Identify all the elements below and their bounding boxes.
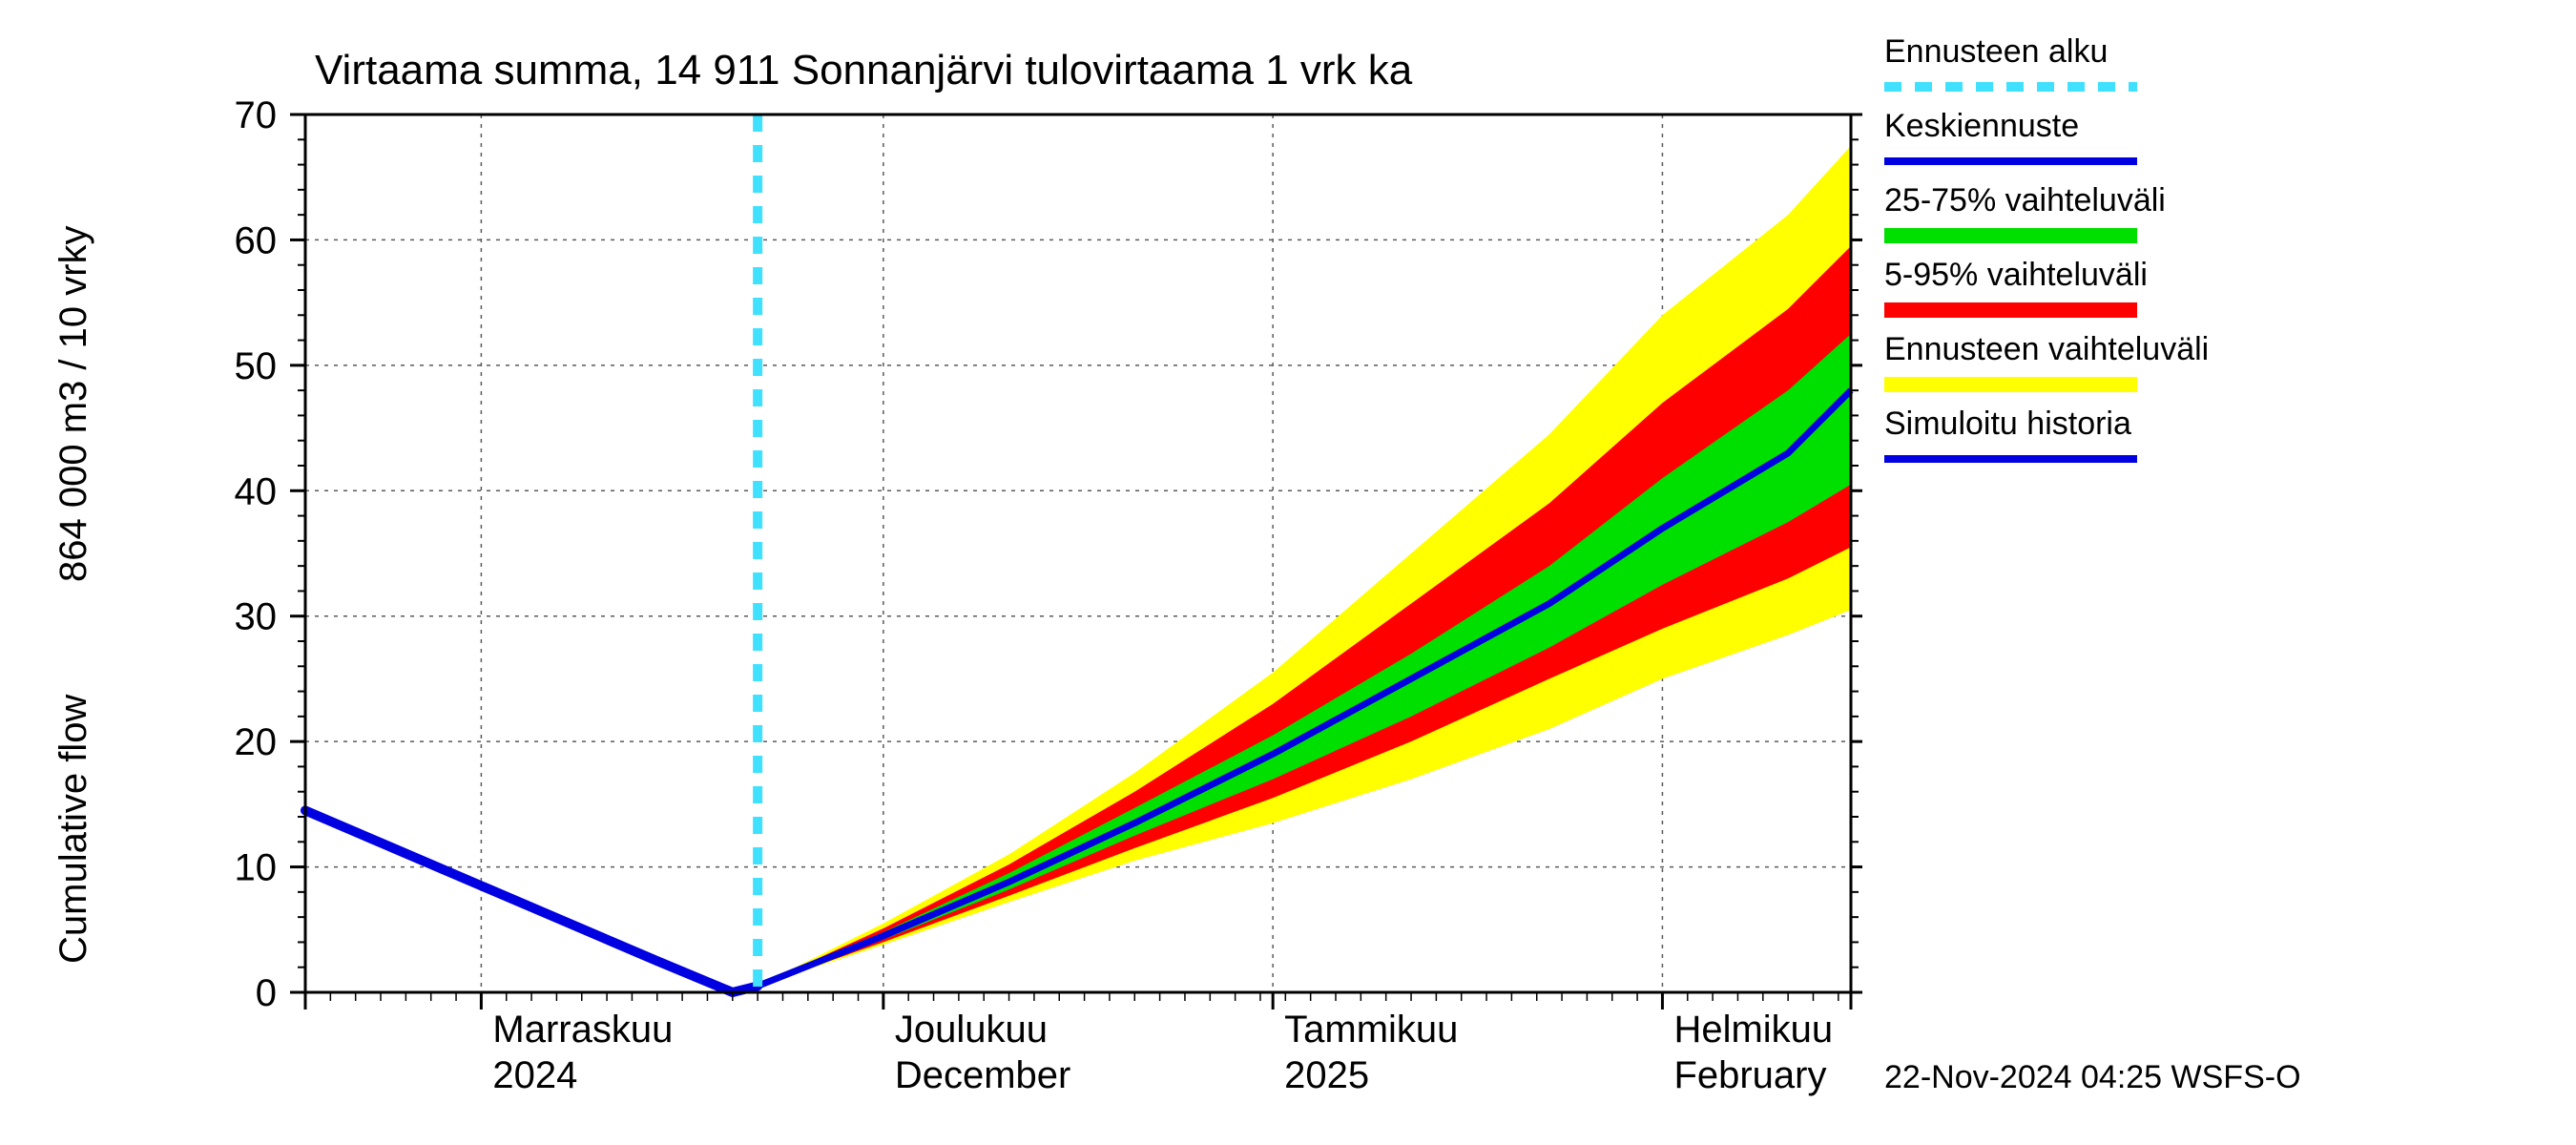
legend-swatch xyxy=(1884,377,2137,392)
legend-label: 25-75% vaihteluväli xyxy=(1884,182,2166,219)
x-month-label: Tammikuu xyxy=(1284,1009,1458,1051)
chart-container: 0 10 20 30 40 50 60 70 Marraskuu2024 JoulukuuDece… xyxy=(0,0,2576,1145)
legend-label: Ennusteen alku xyxy=(1884,33,2108,70)
chart-svg: 0 10 20 30 40 50 60 70 Marraskuu2024 JoulukuuDece… xyxy=(0,0,2576,1145)
legend-label: Ennusteen vaihteluväli xyxy=(1884,331,2209,367)
y-tick-label: 70 xyxy=(235,94,278,136)
legend-label: Keskiennuste xyxy=(1884,108,2079,144)
y-tick-label: 50 xyxy=(235,345,278,387)
legend-swatch xyxy=(1884,302,2137,318)
x-month-sublabel: February xyxy=(1673,1054,1826,1096)
y-tick-label: 60 xyxy=(235,219,278,261)
y-tick-label: 20 xyxy=(235,721,278,763)
x-month-sublabel: 2025 xyxy=(1284,1054,1369,1096)
y-tick-label: 40 xyxy=(235,470,278,512)
chart-bg xyxy=(0,0,2576,1145)
chart-title: Virtaama summa, 14 911 Sonnanjärvi tulov… xyxy=(315,47,1413,94)
svg-text:Cumulative flow: Cumulative flow xyxy=(52,695,94,964)
legend-label: 5-95% vaihteluväli xyxy=(1884,257,2148,293)
y-tick-label: 30 xyxy=(235,596,278,638)
legend-swatch xyxy=(1884,228,2137,243)
x-month-label: Helmikuu xyxy=(1673,1009,1833,1051)
x-month-sublabel: 2024 xyxy=(492,1054,577,1096)
y-tick-label: 10 xyxy=(235,847,278,889)
x-month-sublabel: December xyxy=(895,1054,1071,1096)
x-month-label: Marraskuu xyxy=(492,1009,673,1051)
legend-label: Simuloitu historia xyxy=(1884,406,2131,442)
footer-text: 22-Nov-2024 04:25 WSFS-O xyxy=(1884,1059,2301,1095)
x-month-label: Joulukuu xyxy=(895,1009,1048,1051)
svg-text:864 000 m3 / 10 vrky: 864 000 m3 / 10 vrky xyxy=(52,225,94,582)
y-tick-label: 0 xyxy=(256,972,277,1014)
